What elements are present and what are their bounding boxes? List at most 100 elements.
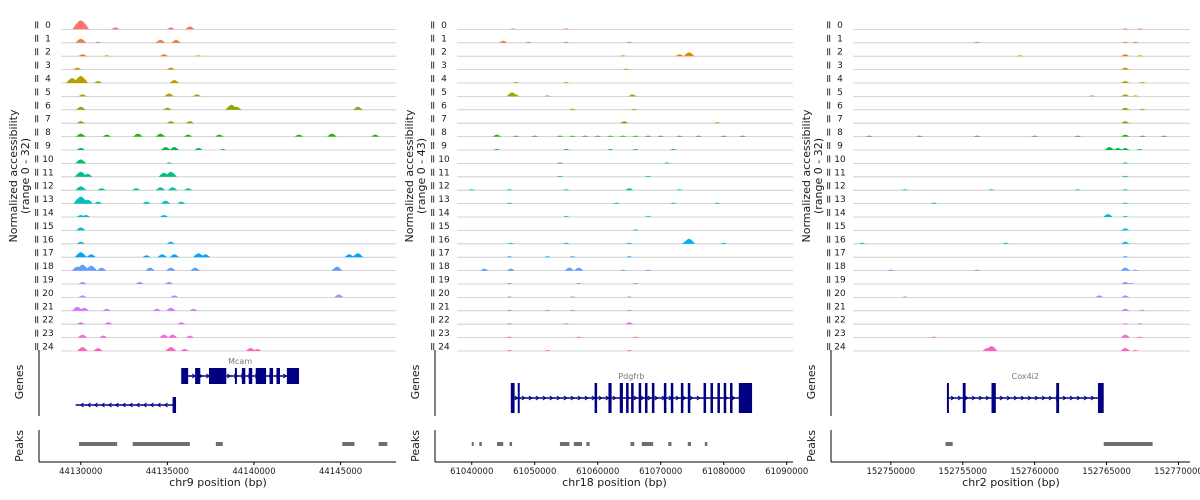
signal-mark <box>505 350 514 351</box>
signal-mark <box>683 52 695 57</box>
exon <box>1056 383 1060 413</box>
track-24: 24 <box>827 343 1190 353</box>
track-12: 12 <box>431 182 793 192</box>
gene-Cox4i2: Cox4i2 <box>946 372 1104 413</box>
signal-mark <box>625 41 633 43</box>
track-tick <box>35 21 37 29</box>
signal-mark <box>215 134 224 137</box>
track-5: 5 <box>35 88 396 98</box>
strand-arrow <box>528 395 533 401</box>
signal-mark <box>574 267 584 271</box>
exon <box>717 383 720 413</box>
x-tick-label: 61080000 <box>702 467 745 477</box>
track-tick <box>35 155 37 163</box>
signal-mark <box>164 93 174 97</box>
signal-mark <box>102 134 111 137</box>
track-label: 21 <box>438 302 449 312</box>
track-tick <box>431 343 433 350</box>
signal-mark <box>331 266 343 271</box>
track-24: 24 <box>35 343 396 353</box>
strand-arrow <box>128 402 133 408</box>
track-tick <box>431 289 433 297</box>
exon <box>710 383 714 413</box>
signal-mark <box>1131 269 1139 271</box>
track-label: 6 <box>441 101 447 111</box>
accessibility-axis-label-line1: Normalized accessibility <box>403 109 416 242</box>
track-20: 20 <box>827 289 1190 299</box>
signal-mark <box>155 133 166 137</box>
peaks-track-label: Peaks <box>409 430 422 462</box>
signal-mark <box>1121 202 1129 204</box>
track-tick <box>431 21 433 29</box>
track-label: 7 <box>441 115 447 125</box>
accessibility-axis-label: Normalized accessibility(range 0 - 32) <box>800 109 825 242</box>
x-tick-label: 44135000 <box>146 467 189 477</box>
track-tick <box>433 235 435 243</box>
track-label: 1 <box>837 34 843 44</box>
peak-region <box>586 442 590 446</box>
signal-mark <box>556 175 564 177</box>
track-8: 8 <box>35 128 396 138</box>
track-6: 6 <box>431 101 793 111</box>
signal-mark <box>76 121 85 124</box>
signal-mark <box>619 135 627 137</box>
signal-mark <box>219 149 227 150</box>
signal-mark <box>1121 81 1130 83</box>
genes-track-label: Genes <box>13 364 26 399</box>
track-tick <box>35 209 37 216</box>
signal-mark <box>987 189 996 191</box>
strand-arrow <box>79 402 84 408</box>
strand-arrow <box>1041 395 1046 401</box>
track-label: 11 <box>438 168 449 178</box>
signal-mark <box>192 94 202 97</box>
signal-mark <box>75 106 86 110</box>
track-tick <box>37 34 39 42</box>
track-tick <box>37 289 39 297</box>
signal-mark <box>916 135 924 137</box>
track-label: 15 <box>42 222 53 232</box>
track-label: 16 <box>834 235 846 245</box>
track-tick <box>829 249 831 257</box>
track-tick <box>431 262 433 270</box>
track-label: 11 <box>42 168 53 178</box>
exon <box>195 368 201 384</box>
signal-mark <box>630 108 638 110</box>
signal-mark <box>85 265 98 271</box>
track-15: 15 <box>431 222 793 232</box>
x-tick-label: 61090000 <box>765 467 808 477</box>
signal-mark <box>193 253 204 258</box>
strand-arrow <box>1062 395 1067 401</box>
track-label: 2 <box>45 48 51 58</box>
track-label: 5 <box>441 88 447 98</box>
signal-mark <box>631 283 640 284</box>
signal-mark <box>93 81 103 83</box>
signal-mark <box>165 347 177 351</box>
signal-mark <box>930 336 938 338</box>
signal-mark <box>66 78 79 83</box>
signal-mark <box>499 40 508 43</box>
track-tick <box>433 75 435 82</box>
signal-mark <box>562 149 570 150</box>
signal-mark <box>166 267 176 271</box>
track-tick <box>431 316 433 324</box>
track-tick <box>433 302 435 310</box>
signal-mark <box>562 28 570 30</box>
track-1: 1 <box>827 34 1190 44</box>
signal-mark <box>568 296 577 298</box>
track-tick <box>827 262 829 270</box>
exon <box>172 397 177 413</box>
signal-mark <box>973 41 981 43</box>
signal-mark <box>543 256 551 258</box>
exon <box>619 383 623 413</box>
strand-arrow <box>135 402 140 408</box>
signal-mark <box>625 242 633 244</box>
signal-mark <box>180 349 189 351</box>
signal-mark <box>720 135 728 137</box>
signal-mark <box>71 306 83 311</box>
strand-arrow <box>86 402 91 408</box>
signal-mark <box>157 254 167 258</box>
track-18: 18 <box>35 262 396 272</box>
track-tick <box>431 222 433 230</box>
exon <box>651 383 655 413</box>
accessibility-axis-label-line2: (range 0 - 32) <box>812 138 825 214</box>
